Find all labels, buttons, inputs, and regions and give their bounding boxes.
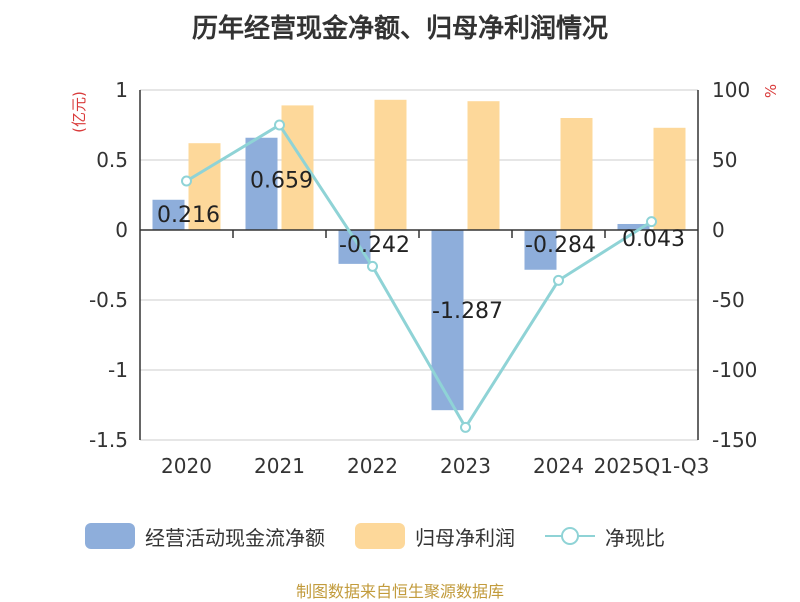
bar-net-profit	[374, 99, 407, 230]
bar-value-label: -1.287	[432, 299, 503, 324]
right-tick-label: -50	[712, 288, 745, 312]
x-category-label: 2024	[533, 454, 584, 478]
right-tick-label: -100	[712, 358, 757, 382]
bar-net-profit	[560, 118, 593, 230]
x-category-label: 2023	[440, 454, 491, 478]
line-cash-ratio	[185, 122, 653, 431]
left-tick-label: -0.5	[89, 288, 128, 312]
legend-item-cashflow[interactable]: 经营活动现金流净额	[85, 522, 325, 551]
bar-cashflow	[524, 230, 557, 270]
bar-net-profit	[653, 127, 686, 230]
left-tick-label: -1	[108, 358, 128, 382]
right-tick-label: 0	[712, 218, 725, 242]
left-tick-label: 1	[115, 78, 128, 102]
bar-cashflow	[617, 223, 650, 230]
point-cash-ratio	[646, 216, 657, 228]
point-cash-ratio	[460, 421, 471, 433]
legend-swatch-net-profit	[355, 523, 405, 549]
x-category-label: 2022	[347, 454, 398, 478]
bar-net-profit	[188, 143, 221, 230]
bar-net-profit	[467, 101, 500, 230]
legend: 经营活动现金流净额 归母净利润 净现比	[85, 518, 695, 554]
right-axis-unit: %	[762, 84, 780, 98]
legend-swatch-cashflow	[85, 523, 135, 549]
left-tick-label: -1.5	[89, 428, 128, 452]
bar-value-label: -0.284	[525, 233, 596, 258]
legend-label-cash-ratio: 净现比	[605, 525, 665, 550]
point-cash-ratio	[367, 260, 378, 272]
bar-value-label: -0.242	[339, 233, 410, 258]
left-axis-unit: (亿元)	[70, 91, 88, 133]
legend-label-cashflow: 经营活动现金流净额	[145, 525, 325, 550]
x-category-label: 2021	[254, 454, 305, 478]
source-note: 制图数据来自恒生聚源数据库	[295, 582, 504, 601]
bar-value-label: 0.659	[250, 169, 313, 194]
left-tick-label: 0	[115, 218, 128, 242]
bar-value-label: 0.216	[157, 203, 220, 228]
x-category-label: 2020	[161, 454, 212, 478]
right-tick-label: 100	[712, 78, 750, 102]
bar-value-label: 0.043	[622, 227, 685, 252]
right-tick-label: 50	[712, 148, 737, 172]
point-cash-ratio	[274, 119, 285, 131]
bar-cashflow	[245, 137, 278, 230]
legend-label-net-profit: 归母净利润	[415, 525, 515, 550]
legend-item-cash-ratio[interactable]: 净现比	[545, 522, 665, 551]
chart-title: 历年经营现金净额、归母净利润情况	[191, 14, 608, 44]
point-cash-ratio	[553, 274, 564, 286]
legend-swatch-cash-ratio	[545, 523, 595, 549]
bar-cashflow	[338, 230, 371, 264]
point-cash-ratio	[181, 175, 192, 187]
left-tick-label: 0.5	[96, 148, 128, 172]
right-tick-label: -150	[712, 428, 757, 452]
bar-cashflow	[152, 199, 185, 230]
legend-item-net-profit[interactable]: 归母净利润	[355, 522, 515, 551]
x-category-label: 2025Q1-Q3	[594, 454, 710, 478]
